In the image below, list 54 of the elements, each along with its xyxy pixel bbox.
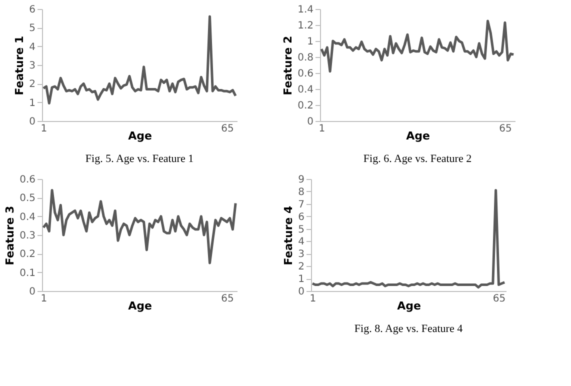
x-tick-label: 1 [40, 124, 48, 134]
x-tick-label: 65 [492, 294, 506, 304]
y-tick-label: 7 [298, 199, 304, 210]
y-tick-label: 6 [29, 4, 36, 16]
x-axis-title: Age [128, 300, 152, 312]
x-tick-label: 1 [40, 294, 48, 304]
y-tick-label: 1.4 [298, 4, 314, 16]
y-tick-label: 3 [298, 249, 304, 260]
y-tick-label: 0.4 [298, 84, 314, 96]
y-tick-label: 0.2 [298, 100, 314, 112]
y-tick-label: 0.8 [298, 52, 314, 64]
y-tick-label: 8 [298, 186, 304, 198]
y-tick-label: 0 [298, 286, 304, 298]
y-tick-label: 1 [298, 274, 304, 286]
y-tick-label: 9 [298, 174, 304, 186]
x-tick-label: 65 [221, 124, 234, 134]
y-axis-title: Feature 3 [4, 206, 17, 266]
x-tick-label: 1 [318, 124, 326, 134]
x-axis-title: Age [128, 130, 152, 142]
x-axis-title: Age [397, 300, 421, 312]
y-tick-label: 4 [298, 236, 304, 248]
y-tick-label: 0 [29, 286, 36, 298]
y-tick-label: 0 [307, 116, 314, 128]
y-tick-label: 5 [29, 23, 36, 34]
y-axis-title: Feature 4 [282, 205, 296, 266]
y-tick-label: 1.2 [298, 20, 314, 32]
y-tick-label: 0 [29, 116, 36, 128]
y-tick-label: 0.6 [298, 68, 314, 80]
y-tick-label: 3 [29, 60, 36, 72]
x-tick-label: 65 [221, 294, 234, 304]
x-tick-label: 65 [499, 124, 512, 134]
y-tick-label: 4 [29, 42, 36, 53]
y-axis-title: Feature 2 [282, 36, 295, 96]
y-tick-label: 2 [298, 262, 304, 273]
line-series [320, 20, 515, 73]
y-axis-title: Feature 1 [13, 36, 26, 96]
x-axis-title: Age [406, 130, 430, 142]
y-tick-label: 0.5 [20, 193, 36, 204]
line-series [42, 188, 237, 264]
caption: Fig. 5. Age vs. Feature 1 [85, 153, 194, 165]
y-tick-label: 1 [307, 36, 314, 48]
caption: Fig. 6. Age vs. Feature 2 [363, 153, 472, 165]
y-tick-label: 0.6 [20, 174, 36, 186]
y-tick-label: 0.3 [20, 230, 36, 242]
y-tick-label: 0.4 [20, 212, 36, 223]
y-tick-label: 5 [298, 224, 304, 236]
line-series [42, 15, 237, 105]
y-tick-label: 2 [29, 79, 36, 90]
line-series [311, 188, 506, 289]
y-tick-label: 6 [298, 212, 304, 223]
y-tick-label: 0.1 [20, 268, 36, 279]
caption: Fig. 8. Age vs. Feature 4 [354, 323, 464, 335]
y-tick-label: 0.2 [20, 249, 36, 260]
y-tick-label: 1 [29, 98, 36, 109]
